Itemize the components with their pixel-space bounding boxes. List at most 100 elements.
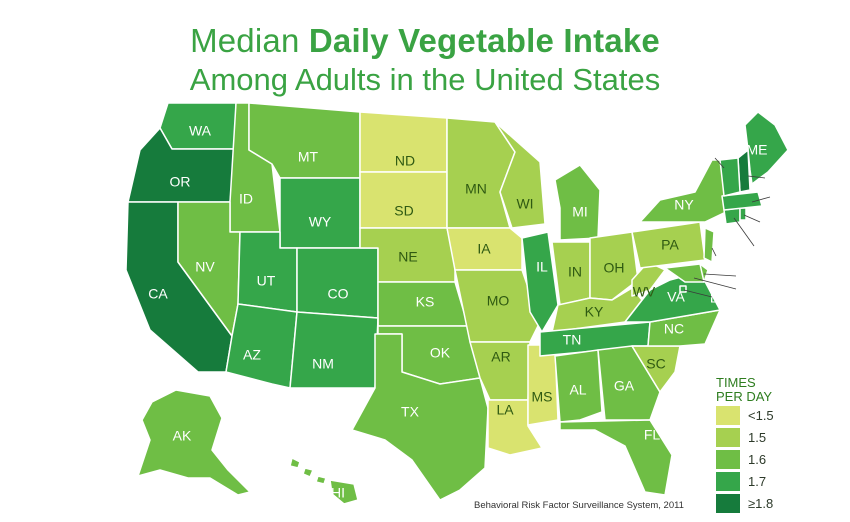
- state-ny: [639, 159, 731, 223]
- legend-title: TIMES PER DAY: [716, 376, 806, 404]
- callout-line-vt: [714, 157, 725, 169]
- state-me: [744, 111, 789, 185]
- legend-title-line2: PER DAY: [716, 389, 773, 404]
- legend-swatch: [716, 406, 740, 425]
- state-label-oh: OH: [604, 260, 625, 276]
- callout-line-ct: [733, 217, 755, 247]
- state-mo: [454, 269, 541, 343]
- map-title-line1: Median Daily Vegetable Intake: [0, 22, 850, 60]
- title-bold: Daily Vegetable Intake: [308, 22, 660, 59]
- callout-line-dc: [683, 289, 713, 298]
- callout-line-md: [693, 277, 737, 290]
- map-title-line2: Among Adults in the United States: [189, 62, 661, 97]
- state-al: [554, 349, 603, 423]
- state-label-nm: NM: [312, 356, 334, 372]
- state-label-ca: CA: [148, 286, 168, 302]
- state-label-tx: TX: [401, 404, 420, 420]
- legend-swatch: [716, 472, 740, 491]
- state-hi: [289, 457, 359, 505]
- state-ia: [446, 227, 523, 271]
- state-label-az: AZ: [243, 347, 261, 363]
- state-label-vt: VT: [697, 143, 715, 159]
- state-co: [296, 247, 379, 319]
- state-ms: [527, 344, 559, 426]
- state-label-wy: WY: [309, 214, 332, 230]
- callout-line-de: [703, 273, 737, 277]
- state-label-tn: TN: [563, 332, 582, 348]
- state-label-wi: WI: [516, 196, 533, 212]
- state-label-in: IN: [568, 264, 582, 280]
- state-mi: [554, 164, 601, 241]
- state-label-mo: MO: [487, 293, 510, 309]
- legend-swatch: [716, 494, 740, 513]
- title-prefix: Median: [190, 22, 309, 59]
- legend-label: ≥1.8: [748, 496, 774, 511]
- state-tx: [351, 333, 489, 501]
- state-fl: [559, 419, 673, 496]
- state-nm: [289, 311, 379, 389]
- state-label-de: DE: [734, 267, 753, 283]
- legend-item: 1.6: [716, 449, 806, 470]
- state-label-nc: NC: [664, 321, 684, 337]
- state-label-ne: NE: [398, 249, 417, 265]
- state-label-ri: RI: [761, 214, 775, 230]
- state-label-id: ID: [239, 191, 253, 207]
- state-label-al: AL: [569, 382, 586, 398]
- state-label-ma: MA: [762, 187, 784, 203]
- callout-line-nj: [711, 247, 717, 257]
- state-label-mt: MT: [298, 149, 319, 165]
- state-label-mi: MI: [572, 204, 588, 220]
- state-vt: [719, 157, 741, 197]
- legend-items: <1.5 1.5 1.6 1.7 ≥1.8: [716, 405, 806, 514]
- legend-label: 1.7: [748, 474, 767, 489]
- state-wi: [494, 121, 546, 229]
- state-label-nd: ND: [395, 153, 415, 169]
- state-label-ut: UT: [257, 273, 276, 289]
- state-label-ok: OK: [430, 345, 451, 361]
- state-label-il: IL: [536, 259, 548, 275]
- legend-label: <1.5: [748, 408, 774, 423]
- state-label-wa: WA: [189, 123, 212, 139]
- state-label-ia: IA: [477, 241, 491, 257]
- state-ga: [597, 345, 661, 421]
- state-label-nv: NV: [195, 259, 215, 275]
- callout-line-ri: [743, 214, 761, 223]
- state-label-ms: MS: [532, 389, 553, 405]
- state-label-la: LA: [496, 402, 514, 418]
- legend: TIMES PER DAY <1.5 1.5 1.6 1.7 ≥1.8: [716, 376, 806, 514]
- state-label-mn: MN: [465, 181, 487, 197]
- state-label-va: VA: [667, 289, 685, 305]
- legend-item: <1.5: [716, 405, 806, 426]
- legend-swatch: [716, 450, 740, 469]
- state-label-or: OR: [170, 174, 191, 190]
- state-md: [664, 263, 705, 283]
- legend-item: ≥1.8: [716, 493, 806, 514]
- state-label-nj: NJ: [713, 249, 730, 265]
- state-il: [521, 231, 559, 333]
- state-label-sd: SD: [394, 203, 413, 219]
- state-label-hi: HI: [331, 485, 345, 501]
- state-az: [225, 303, 298, 389]
- state-label-ga: GA: [614, 378, 635, 394]
- state-label-ks: KS: [416, 294, 435, 310]
- state-label-ny: NY: [674, 197, 694, 213]
- state-oh: [589, 231, 639, 301]
- legend-item: 1.7: [716, 471, 806, 492]
- state-label-ar: AR: [491, 349, 510, 365]
- state-sd: [359, 171, 448, 229]
- state-label-fl: FL: [644, 427, 661, 443]
- state-label-pa: PA: [661, 237, 679, 253]
- state-label-dc: DC: [710, 290, 730, 306]
- callout-line-ma: [751, 196, 771, 203]
- state-label-ct: CT: [753, 241, 772, 257]
- state-label-ak: AK: [173, 428, 192, 444]
- legend-item: 1.5: [716, 427, 806, 448]
- state-label-md: MD: [733, 280, 755, 296]
- state-ri: [739, 207, 747, 221]
- state-label-nh: NH: [765, 170, 785, 186]
- state-label-me: ME: [747, 142, 768, 158]
- state-label-ky: KY: [585, 304, 604, 320]
- state-pa: [631, 221, 706, 269]
- state-label-co: CO: [328, 286, 349, 302]
